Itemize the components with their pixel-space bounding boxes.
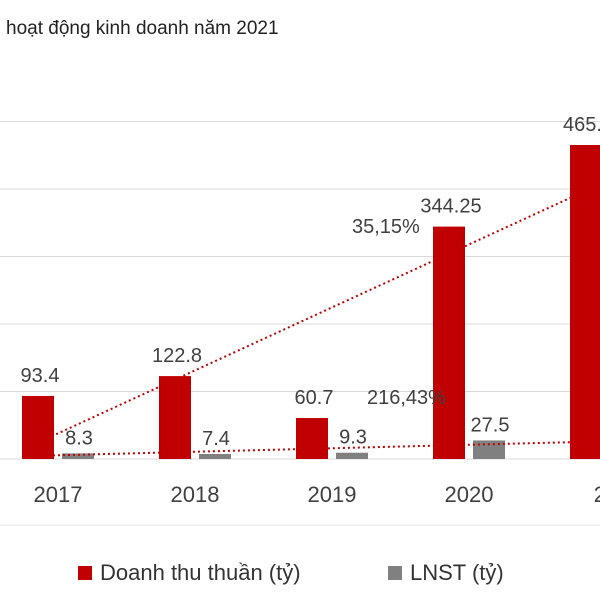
legend-item-revenue: Doanh thu thuần (tỷ) [78, 558, 301, 588]
data-label-revenue: 344.25 [420, 196, 481, 218]
data-label-revenue: 93.4 [21, 365, 60, 387]
trendline-revenue [37, 183, 600, 444]
bar-revenue [296, 418, 328, 459]
bar-revenue [433, 226, 465, 459]
legend-item-profit: LNST (tỷ) [388, 558, 504, 588]
legend-swatch-profit [388, 566, 402, 580]
data-label-profit: 7.4 [202, 428, 230, 450]
bar-profit [336, 452, 368, 459]
annotation-growth-revenue: 35,15% [352, 216, 420, 238]
data-label-revenue: 122.8 [152, 345, 202, 367]
bar-revenue [22, 395, 54, 459]
legend-label-profit: LNST (tỷ) [410, 560, 504, 585]
bar-revenue [159, 376, 191, 459]
bar-revenue [570, 145, 600, 459]
data-label-profit: 9.3 [339, 427, 367, 449]
chart-title: hoạt động kinh doanh năm 2021 [6, 18, 279, 39]
bar-profit [199, 454, 231, 459]
x-tick-label: 2018 [171, 482, 220, 507]
bar-profit [62, 453, 94, 459]
data-label-revenue: 465.1 [563, 114, 600, 136]
data-label-profit: 8.3 [65, 427, 93, 449]
x-tick-label: 20 [594, 482, 600, 507]
trendline-profit [37, 440, 600, 457]
x-tick-label: 2020 [445, 482, 494, 507]
legend-swatch-revenue [78, 566, 92, 580]
bar-profit [473, 440, 505, 459]
data-label-profit: 27.5 [471, 414, 510, 436]
x-tick-label: 2019 [308, 482, 357, 507]
x-tick-label: 2017 [34, 482, 83, 507]
annotation-growth-profit: 216,43% [367, 387, 446, 409]
data-label-revenue: 60.7 [295, 387, 334, 409]
legend-label-revenue: Doanh thu thuần (tỷ) [100, 560, 301, 585]
